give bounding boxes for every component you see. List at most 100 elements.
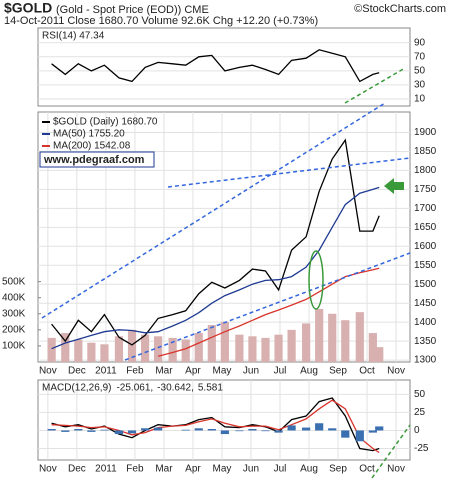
bar: [287, 425, 296, 431]
bar: [87, 342, 96, 362]
y2-tick-label: 200K: [2, 324, 26, 335]
title: $GOLD: [4, 0, 52, 16]
y-tick-label: 1300: [414, 355, 437, 366]
y2-tick-label: 300K: [2, 308, 26, 319]
x-tick-label: Mar: [155, 366, 173, 377]
panel-title: RSI(14) 47.34: [42, 31, 105, 42]
legend-label: -30.642,: [157, 383, 194, 394]
y-tick-label: 1800: [414, 165, 437, 176]
y-tick-label: 1550: [414, 260, 437, 271]
bar: [47, 337, 56, 362]
x-tick-label: Nov: [387, 366, 405, 377]
bar: [74, 429, 83, 431]
x-tick-label: Jul: [274, 366, 287, 377]
bar: [315, 308, 324, 362]
subtitle: (Gold - Spot Price (EOD)) CME: [56, 4, 209, 16]
panel-title: MACD(12,26,9): [42, 383, 111, 394]
x-tick-label: May: [213, 366, 232, 377]
y-tick-label: 1350: [414, 336, 437, 347]
x-tick-label: Jun: [243, 464, 259, 475]
watermark-box: [39, 151, 155, 168]
bar: [368, 333, 377, 362]
bar: [355, 430, 364, 442]
bar: [341, 320, 350, 362]
bar: [368, 430, 377, 433]
legend-label: -25.061,: [116, 383, 153, 394]
panels: 10 30 50 70 90 RSI(14) 47.34 Nov Dec 2011 Feb Mar A…: [2, 27, 437, 475]
x-tick-label: Feb: [126, 366, 144, 377]
x-tick-label: Aug: [300, 366, 318, 377]
x-tick-label: Apr: [185, 464, 201, 475]
y-tick-label: 90: [414, 37, 426, 48]
bar: [61, 430, 70, 432]
trend-line: [124, 252, 411, 361]
y-tick-label: 10: [414, 94, 426, 105]
y-tick-label: 30: [414, 80, 426, 91]
bar: [61, 333, 70, 362]
y-tick-label: 25: [414, 407, 426, 418]
bar: [235, 430, 244, 432]
y-tick-label: 1400: [414, 317, 437, 328]
line: [51, 399, 380, 454]
x-tick-label: Oct: [359, 464, 375, 475]
bar: [274, 430, 283, 433]
bar: [302, 323, 311, 362]
x-tick-label: Feb: [126, 464, 144, 475]
highlight-ellipse: [308, 250, 324, 310]
legend-label: MA(50) 1755.20: [53, 129, 125, 140]
bar: [261, 337, 270, 362]
x-tick-label: 2011: [95, 366, 117, 377]
bar: [140, 428, 150, 431]
legend-label: 5.581: [198, 383, 223, 394]
rsi-trend: [344, 67, 406, 104]
line: [51, 138, 380, 346]
arrow: [384, 178, 404, 194]
bar: [375, 426, 384, 431]
bar: [168, 337, 177, 362]
line: [51, 186, 380, 350]
x-tick-label: Mar: [155, 464, 173, 475]
bar: [181, 429, 190, 431]
x-tick-label: Jul: [274, 464, 287, 475]
bar: [74, 339, 83, 362]
legend-label: MA(200) 1542.08: [53, 141, 131, 152]
x-tick-label: May: [213, 464, 232, 475]
line: [51, 49, 380, 83]
x-tick-label: Sep: [329, 464, 347, 475]
x-tick-label: Jun: [243, 366, 259, 377]
trend-line: [167, 157, 411, 188]
bar: [220, 321, 229, 362]
x-tick-label: 2011: [95, 464, 117, 475]
y2-tick-label: 500K: [2, 276, 26, 287]
bar: [194, 333, 203, 362]
bar: [127, 329, 137, 362]
legend-label: $GOLD (Daily) 1680.70: [53, 117, 158, 128]
bar: [355, 312, 364, 362]
y-tick-label: 1750: [414, 184, 437, 195]
panel: [37, 379, 411, 461]
y-tick-label: 70: [414, 51, 426, 62]
bar: [302, 427, 311, 431]
bar: [140, 334, 150, 362]
bar: [341, 430, 350, 438]
bar: [328, 428, 337, 431]
bar: [181, 339, 190, 362]
x-tick-label: Nov: [39, 464, 57, 475]
x-tick-label: Oct: [359, 366, 375, 377]
info: 14-Oct-2011 Close 1680.70 Volume 92.6K C…: [4, 15, 318, 27]
annotations: [41, 67, 411, 479]
bar: [274, 334, 283, 362]
bar: [154, 336, 163, 362]
bar: [100, 344, 109, 362]
bar: [220, 430, 229, 435]
y-tick-label: 0: [414, 425, 420, 436]
x-tick-label: Aug: [300, 464, 318, 475]
x-tick-label: Dec: [68, 366, 86, 377]
y-tick-label: 50: [414, 66, 426, 77]
trend-line: [41, 102, 386, 319]
bar: [127, 430, 137, 434]
y-tick-label: 1900: [414, 127, 437, 138]
x-tick-label: Dec: [68, 464, 86, 475]
bar: [87, 430, 96, 432]
